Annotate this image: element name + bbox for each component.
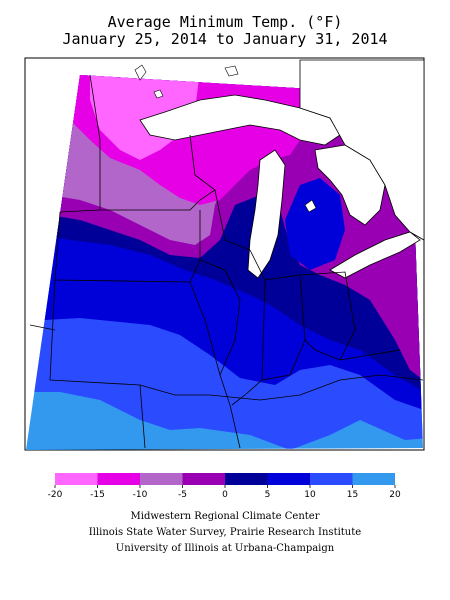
map-title-line1: Average Minimum Temp. (°F) (107, 13, 343, 31)
islands (134, 64, 317, 213)
legend-tick-label: 0 (222, 490, 228, 500)
legend-swatch (140, 473, 183, 485)
border-oh (299, 271, 356, 361)
legend-tick-label: 15 (347, 490, 358, 500)
border-mn-nd (89, 74, 101, 141)
legend-swatch (267, 473, 310, 485)
map-title-line2: January 25, 2014 to January 31, 2014 (62, 30, 388, 48)
island-2 (224, 65, 239, 77)
lake-superior (139, 94, 341, 146)
legend-swatch (182, 473, 225, 485)
band-michigan-core (285, 178, 345, 270)
legend-tick-label: 20 (389, 490, 401, 500)
legend-swatch (55, 473, 98, 485)
border-mn-ia (100, 189, 216, 211)
legend-tick-label: -15 (90, 490, 105, 500)
great-lakes (139, 59, 425, 279)
legend-swatch (310, 473, 353, 485)
border-il-west (199, 259, 241, 406)
border-ms (229, 404, 241, 449)
state-borders (29, 74, 424, 449)
legend-tick-label: -10 (133, 490, 148, 500)
credit-line3: University of Illinois at Urbana-Champai… (115, 543, 335, 554)
legend-tick-label: 10 (304, 490, 316, 500)
lake-erie (329, 231, 421, 279)
island-1 (134, 64, 147, 81)
legend-swatch (97, 473, 140, 485)
border-ky-tn (209, 374, 424, 401)
lake-michigan (247, 149, 286, 279)
legend-tick-label: -5 (178, 490, 187, 500)
unplotted-north-east (299, 59, 425, 241)
legend: -20 -15 -10 -5 0 5 10 15 20 (48, 473, 401, 500)
legend-tick-label: -20 (48, 490, 63, 500)
credit-line1: Midwestern Regional Climate Center (130, 511, 320, 522)
border-ks (29, 324, 56, 331)
legend-swatch (352, 473, 395, 485)
border-mo-east (189, 281, 221, 376)
border-mn-wi (189, 134, 251, 251)
legend-swatch (225, 473, 268, 485)
credit-line2: Illinois State Water Survey, Prairie Res… (88, 527, 362, 538)
island-3 (153, 89, 164, 99)
legend-tick-label: 5 (265, 490, 271, 500)
border-ky-wv (339, 349, 401, 361)
border-ar-ms (139, 384, 146, 449)
island-4 (304, 199, 317, 213)
